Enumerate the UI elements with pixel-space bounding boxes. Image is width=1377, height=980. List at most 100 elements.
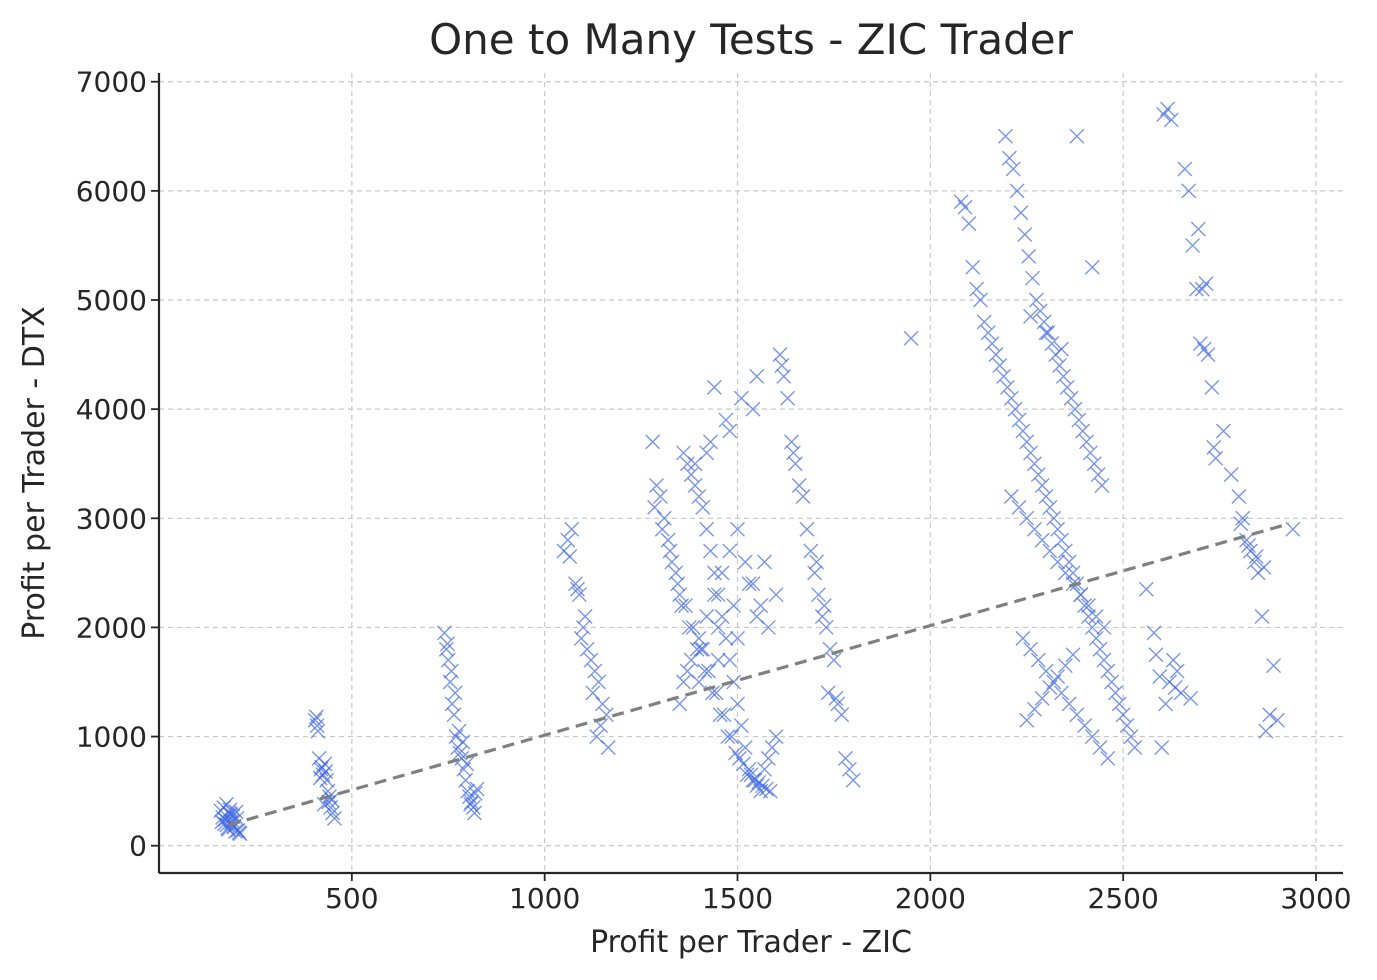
data-point [654,521,670,537]
data-point [703,543,718,559]
data-point [1086,456,1102,472]
data-point [826,652,842,668]
data-point [1001,150,1017,166]
data-point [676,674,692,690]
data-point [1167,679,1183,695]
data-point [439,636,455,652]
data-point [965,259,981,275]
data-point [706,587,722,603]
data-point [762,783,778,799]
x-tick-label: 1500 [702,882,773,915]
data-point [760,750,776,766]
y-tick-label: 4000 [76,393,147,426]
data-point [326,810,342,826]
data-point [741,576,757,592]
data-point [1042,499,1058,515]
data-point [737,739,753,755]
data-point [1254,609,1270,625]
trend-line-group [227,522,1290,827]
data-point [1100,750,1116,766]
data-point [706,379,722,395]
x-axis-ticks: 500 1000 1500 2000 2500 3000 [325,873,1352,915]
data-point [1023,641,1039,657]
x-tick-label: 3000 [1280,882,1351,915]
y-tick-label: 0 [129,830,147,863]
data-point [1223,467,1239,483]
data-point [1042,543,1058,559]
data-point [223,807,239,823]
data-point [1038,488,1054,504]
data-point [1204,379,1220,395]
data-point [1154,739,1170,755]
data-point [699,445,715,461]
data-point [463,794,479,810]
data-point [1023,445,1039,461]
x-tick-label: 2500 [1088,882,1159,915]
x-tick-label: 2000 [895,882,966,915]
chart-title: One to Many Tests - ZIC Trader [429,15,1073,64]
data-point [1088,630,1104,646]
data-point [1055,368,1071,384]
data-point [1011,412,1027,428]
data-point [685,619,701,635]
data-point [1123,729,1139,745]
data-point [1034,690,1050,706]
data-point [1073,587,1089,603]
data-point [845,772,861,788]
data-point [320,783,336,799]
data-point [1119,718,1135,734]
data-point [695,499,711,515]
data-point [988,347,1004,363]
data-point [231,825,247,841]
data-point [774,358,790,373]
data-point [1065,647,1081,663]
data-point [691,674,707,690]
y-tick-label: 1000 [76,721,147,754]
data-point [1088,609,1104,625]
data-point [726,598,742,614]
data-point [1017,227,1033,243]
data-point [1080,609,1096,625]
data-point [749,609,765,625]
data-point [451,723,467,739]
data-point [589,729,605,745]
data-point [768,587,784,603]
data-point [785,445,801,461]
data-point [1235,510,1251,526]
data-point [308,709,324,725]
data-point [674,598,690,614]
data-point [1030,652,1046,668]
data-point [469,781,485,797]
data-point [1050,669,1066,685]
data-point [1181,183,1197,199]
data-point [583,652,599,668]
data-point [980,325,996,341]
data-point [730,521,745,537]
data-point [837,750,853,766]
data-point [733,718,749,734]
data-point [1082,445,1098,461]
data-point [568,576,584,592]
y-axis-label: Profit per Trader - DTX [17,306,52,640]
data-point [1003,390,1019,406]
data-point [1100,663,1116,679]
data-point [1071,412,1087,428]
data-point [1165,652,1181,668]
data-point [1084,259,1100,275]
data-point [758,781,774,797]
data-point [803,543,819,559]
data-point [307,712,323,728]
data-point [1069,707,1085,723]
data-point [1034,532,1050,548]
data-point [1148,647,1164,663]
data-point [652,488,668,504]
data-point [722,652,738,668]
data-point [1233,516,1249,532]
data-point [1026,521,1042,537]
data-point [745,401,761,417]
data-point [459,756,475,772]
data-point [569,581,585,597]
data-point [722,543,738,559]
data-point [324,792,340,808]
data-point [810,587,826,603]
